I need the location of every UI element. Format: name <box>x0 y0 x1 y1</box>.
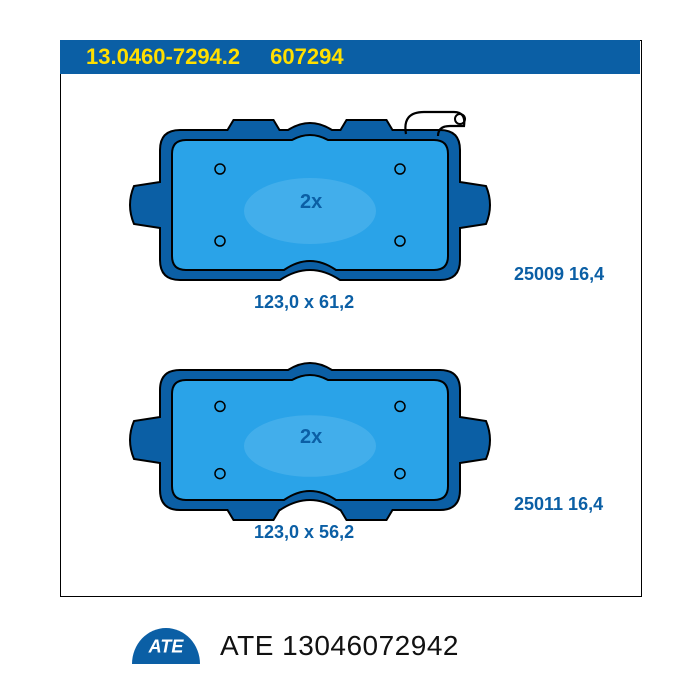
footer-code: 13046072942 <box>282 630 459 661</box>
pad-bottom-qty-label: 2x <box>300 426 322 449</box>
diagram-canvas: 13.0460-7294.2 607294 2x 123,0 x 61,2 25… <box>0 0 700 700</box>
footer-part-code: ATE 13046072942 <box>220 630 459 662</box>
pad-top-dim-label: 123,0 x 61,2 <box>254 292 354 313</box>
pad-top-right-label: 25009 16,4 <box>514 264 604 285</box>
pad-bottom-right-label: 25011 16,4 <box>514 494 603 515</box>
brand-logo-text: ATE <box>149 636 184 657</box>
diagram-svg <box>0 0 700 700</box>
pad-bottom-dim-label: 123,0 x 56,2 <box>254 522 354 543</box>
footer-brand: ATE <box>220 630 274 661</box>
pad-top-qty-label: 2x <box>300 191 322 214</box>
